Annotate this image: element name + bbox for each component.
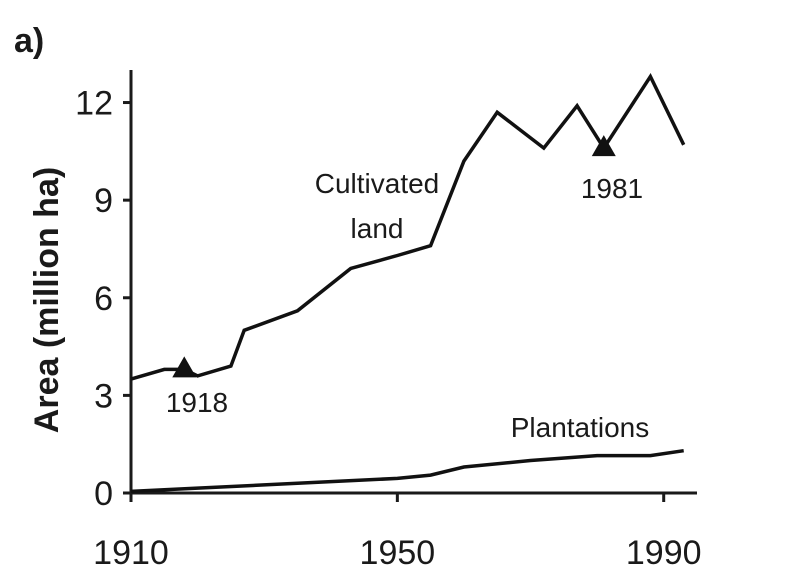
marker-label-1918: 1918 bbox=[166, 387, 228, 418]
series-line-plantations bbox=[130, 448, 684, 494]
panel-label: a) bbox=[14, 22, 44, 60]
marker-1981 bbox=[591, 135, 616, 157]
x-tick-label: 1950 bbox=[360, 534, 436, 572]
y-tick-label: 0 bbox=[94, 475, 113, 513]
x-ticks: 1910 1950 1990 bbox=[93, 493, 702, 572]
series-label-cultivated-land: land bbox=[351, 213, 404, 244]
series-label-plantations: Plantations bbox=[511, 412, 650, 443]
series-label-cultivated-land: Cultivated bbox=[315, 168, 440, 199]
marker-label-1981: 1981 bbox=[581, 173, 643, 204]
x-tick-label: 1990 bbox=[626, 534, 702, 572]
marker-group bbox=[172, 135, 616, 378]
series-line-cultivated-land bbox=[130, 72, 686, 381]
y-tick-label: 6 bbox=[94, 280, 113, 318]
annotation-group: Cultivated land Plantations 1918 1981 bbox=[166, 168, 649, 443]
marker-1918 bbox=[172, 356, 197, 378]
y-tick-label: 12 bbox=[75, 85, 113, 123]
y-axis-label: Area (million ha) bbox=[28, 167, 66, 433]
y-tick-label: 3 bbox=[94, 377, 113, 415]
x-tick-label: 1910 bbox=[93, 534, 169, 572]
y-tick-label: 9 bbox=[94, 182, 113, 220]
y-ticks: 0 3 6 9 12 bbox=[75, 85, 131, 513]
